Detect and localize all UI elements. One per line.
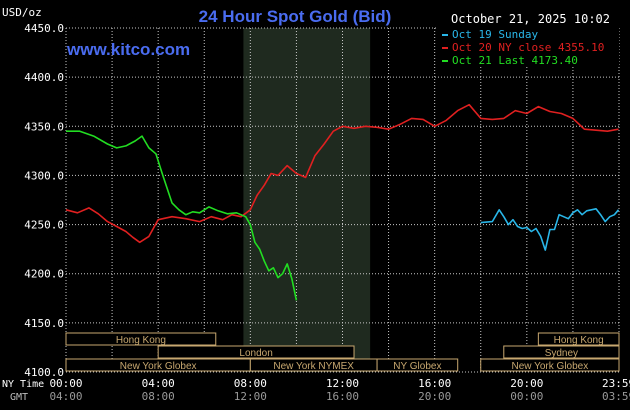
legend-entry: Oct 21 Last 4173.40 bbox=[452, 54, 578, 67]
legend-box bbox=[436, 27, 619, 67]
y-tick-label: 4300.0 bbox=[24, 169, 64, 182]
session-box-rect bbox=[480, 358, 620, 372]
x-tick-label-ny: 16:00 bbox=[418, 377, 451, 390]
session-label: New York Globex bbox=[512, 361, 589, 372]
session-box: New York NYMEX bbox=[249, 358, 378, 372]
y-axis: 4450.0 4400.0 4350.0 4300.0 4250.0 4200.0 4150… bbox=[24, 22, 64, 379]
series-line bbox=[480, 208, 620, 251]
y-tick-label: 4400.0 bbox=[24, 71, 64, 84]
session-label: Hong Kong bbox=[554, 335, 604, 346]
session-label: NY Globex bbox=[393, 361, 441, 372]
y-unit-label: USD/oz bbox=[2, 6, 42, 19]
session-box-rect bbox=[376, 358, 459, 372]
x-tick-label-gmt: 08:00 bbox=[142, 390, 175, 403]
series-line bbox=[65, 103, 619, 244]
session-box-rect bbox=[503, 345, 620, 359]
session-box: Hong Kong bbox=[537, 332, 620, 346]
y-tick-label: 4150.0 bbox=[24, 317, 64, 330]
x-tick-label-gmt: 20:00 bbox=[418, 390, 451, 403]
session-label: Hong Kong bbox=[116, 335, 166, 346]
session-box: Sydney bbox=[503, 345, 620, 359]
session-box-rect bbox=[157, 345, 355, 359]
x-tick-label-ny: 00:00 bbox=[49, 377, 82, 390]
session-box: London bbox=[157, 345, 355, 359]
x-tick-label-gmt: 03:59 bbox=[602, 390, 630, 403]
x-tick-label-ny: 20:00 bbox=[510, 377, 543, 390]
x-tick-label-gmt: 16:00 bbox=[326, 390, 359, 403]
session-box-rect bbox=[65, 332, 217, 346]
site-watermark: www.kitco.com bbox=[66, 40, 190, 59]
x-axis: NY TimeGMT00:0004:0004:0008:0008:0012:00… bbox=[2, 377, 630, 403]
x-tick-label-gmt: 12:00 bbox=[234, 390, 267, 403]
x-row-label-ny: NY Time bbox=[2, 379, 44, 390]
session-box: Hong Kong bbox=[65, 332, 217, 346]
y-tick-label: 4100.0 bbox=[24, 366, 64, 379]
grid bbox=[65, 27, 620, 373]
x-tick-label-ny: 04:00 bbox=[142, 377, 175, 390]
session-label: New York Globex bbox=[120, 361, 197, 372]
x-tick-label-ny: 23:59 bbox=[602, 377, 630, 390]
y-tick-label: 4350.0 bbox=[24, 120, 64, 133]
x-row-label-gmt: GMT bbox=[10, 392, 28, 403]
nymex-highlight-band bbox=[243, 28, 371, 372]
legend-entry: Oct 19 Sunday bbox=[452, 28, 538, 41]
y-tick-label: 4200.0 bbox=[24, 268, 64, 281]
session-box: New York Globex bbox=[480, 358, 620, 372]
y-tick-label: 4250.0 bbox=[24, 219, 64, 232]
session-label: London bbox=[239, 348, 272, 359]
x-tick-label-gmt: 04:00 bbox=[49, 390, 82, 403]
x-tick-label-ny: 12:00 bbox=[326, 377, 359, 390]
x-tick-label-ny: 08:00 bbox=[234, 377, 267, 390]
trading-sessions: Hong Kong London New York Globex New York N… bbox=[65, 332, 620, 372]
series-line bbox=[66, 130, 298, 301]
x-tick-label-gmt: 00:00 bbox=[510, 390, 543, 403]
price-series bbox=[65, 103, 620, 301]
y-tick-label: 4450.0 bbox=[24, 22, 64, 35]
chart-title: 24 Hour Spot Gold (Bid) bbox=[199, 7, 392, 26]
session-box-rect bbox=[537, 332, 620, 346]
session-label: Sydney bbox=[545, 348, 578, 359]
legend-entry: Oct 20 NY close 4355.10 bbox=[452, 41, 604, 54]
timestamp: October 21, 2025 10:02 bbox=[451, 12, 610, 26]
session-label: New York NYMEX bbox=[273, 361, 354, 372]
session-box: New York Globex bbox=[65, 358, 251, 372]
session-box: NY Globex bbox=[376, 358, 459, 372]
